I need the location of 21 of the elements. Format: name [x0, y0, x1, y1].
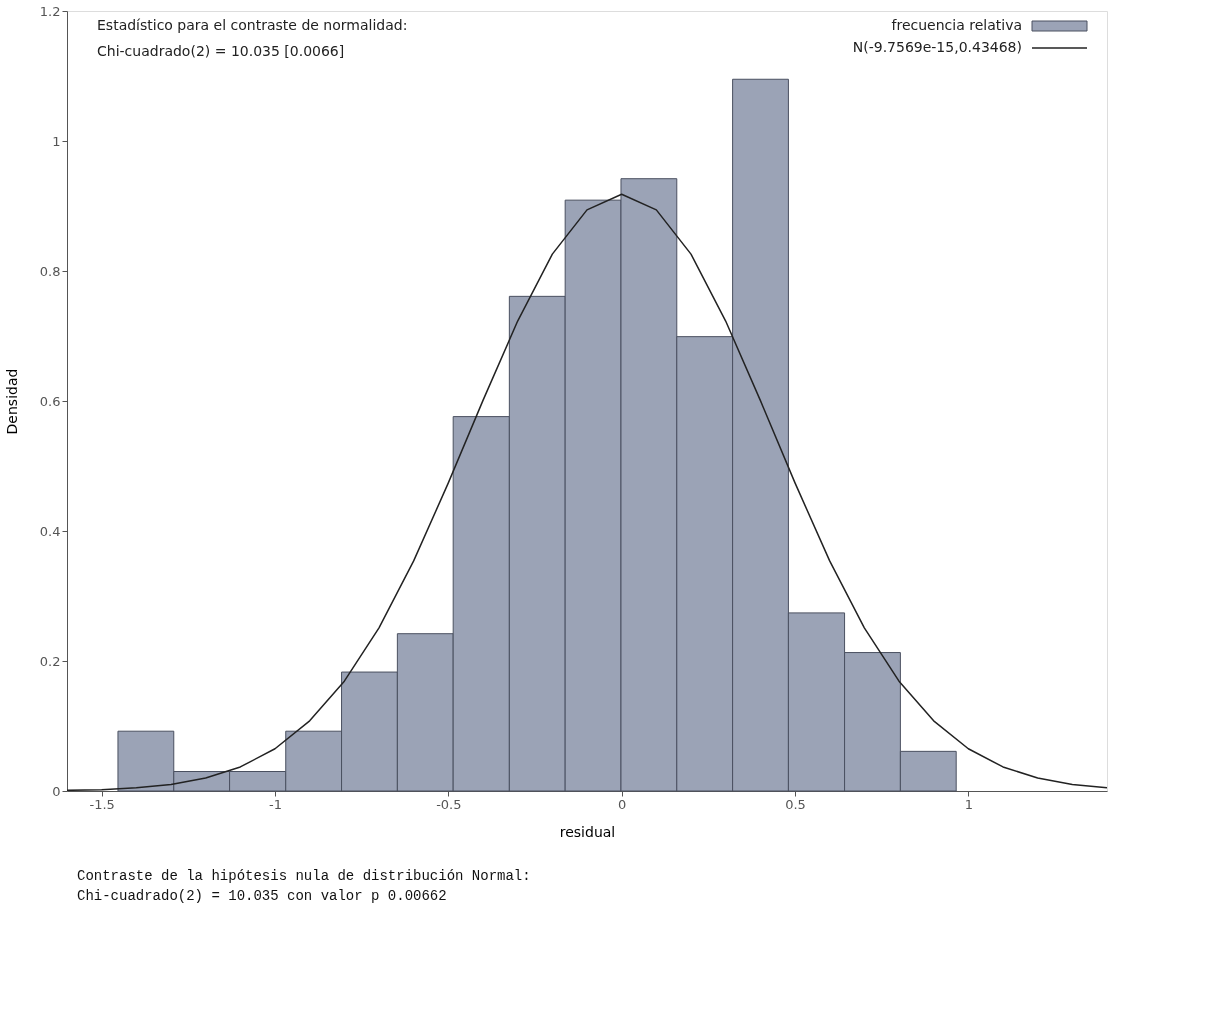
x-tick-label: 0 [618, 796, 627, 812]
text: Contraste de la hipótesis nula de distribución Normal: [77, 868, 531, 884]
y-tick-label: 0.6 [39, 393, 61, 409]
y-tick-label: 1.2 [39, 3, 61, 19]
annotation: Estadístico para el contraste de normalidad: [97, 17, 408, 33]
y-tick-label: 0 [52, 783, 61, 799]
annotation: Chi-cuadrado(2) = 10.035 [0.0066] [97, 43, 345, 59]
text: Chi-cuadrado(2) = 10.035 con valor p 0.00662 [77, 888, 447, 904]
x-tick-label: -1.5 [89, 796, 115, 812]
y-tick-label: 0.8 [39, 263, 61, 279]
legend-label: N(-9.7569e-15,0.43468) [852, 39, 1022, 55]
y-tick-label: 1 [52, 133, 61, 149]
legend-label: frecuencia relativa [891, 17, 1022, 33]
x-tick-label: -0.5 [436, 796, 462, 812]
x-axis-title: residual [559, 823, 616, 840]
y-axis-title: Densidad [3, 368, 20, 435]
x-tick-label: 1 [964, 796, 973, 812]
y-tick-label: 0.2 [39, 653, 61, 669]
x-tick-label: 0.5 [785, 796, 806, 812]
x-tick-label: -1 [269, 796, 282, 812]
y-tick-label: 0.4 [39, 523, 61, 539]
